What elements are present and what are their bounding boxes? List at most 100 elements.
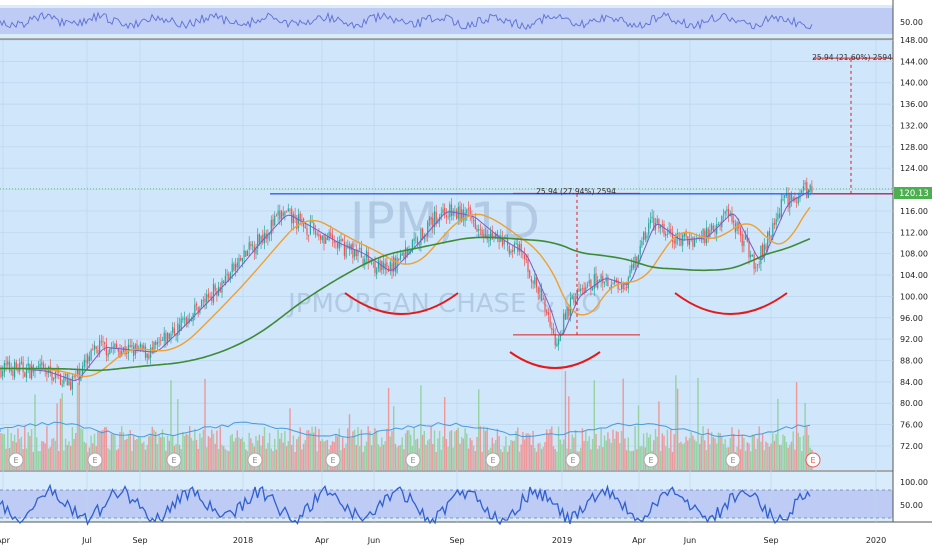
volume-bar [668,448,670,470]
candle-body [717,224,719,226]
volume-bar [223,446,225,470]
candle-body [15,362,17,369]
volume-bar [302,443,305,470]
candle-body [83,359,85,367]
candle-body [452,210,454,216]
volume-bar [151,426,153,470]
candle-body [105,344,107,356]
volume-bar [7,428,9,470]
earnings-marker[interactable] [247,452,263,468]
candle-body [578,288,580,292]
candle-body [622,283,624,290]
candle-body [286,211,288,213]
candle-body [768,230,770,236]
volume-bar [370,445,373,470]
volume-bar [158,434,160,470]
volume-bar [673,434,675,470]
candle-body [92,349,94,351]
volume-bar [625,450,628,470]
volume-bar [41,441,43,470]
candle-body [342,238,344,241]
measure-label-2: 25.94 (21.60%) 2594 [812,53,892,62]
volume-bar [721,435,723,470]
last-price-tag [894,187,932,199]
candle-body [235,264,237,271]
earnings-marker[interactable] [643,452,659,468]
price-tick-label: 108.00 [900,250,928,259]
volume-bar [37,451,40,470]
volume-bar [478,389,480,470]
candle-body [677,232,679,240]
candle-body [14,361,16,378]
volume-bar [556,451,558,470]
volume-bar [71,426,74,470]
volume-bar [240,439,242,470]
earnings-marker[interactable] [485,452,501,468]
candle-body [165,333,167,345]
earnings-marker[interactable] [725,452,741,468]
volume-bar [93,433,96,470]
candle-body [416,238,419,245]
volume-bar [221,444,223,470]
candle-body [802,186,804,191]
candle-body [637,254,640,262]
volume-bar [387,387,390,470]
sma-slow-line [0,236,811,372]
volume-bar [600,428,602,470]
volume-bar [233,441,235,470]
volume-bar [394,443,397,470]
candle-body [284,211,286,216]
volume-bar [105,427,108,470]
volume-bar [479,426,482,470]
volume-bar [685,436,687,470]
earnings-marker[interactable] [805,452,821,468]
candle-body [586,284,589,287]
volume-bar [155,431,157,470]
volume-bar [636,449,638,470]
volume-bar [153,429,155,470]
candle-body [467,207,470,209]
volume-bar [190,437,193,470]
earnings-marker[interactable] [87,452,103,468]
volume-bar [682,444,684,470]
volume-bar [311,426,313,470]
volume-bar [690,432,692,470]
volume-bar [194,428,196,470]
volume-bar [64,438,67,470]
volume-bar [127,434,130,470]
volume-bar [389,436,391,470]
candle-body [99,340,101,355]
candle-body [260,235,262,243]
rsi-band [0,8,893,34]
volume-bar [70,445,72,470]
candle-body [474,219,476,229]
candle-body [745,236,747,240]
candle-body [25,367,28,378]
earnings-marker[interactable] [8,452,24,468]
volume-bar [498,436,500,470]
volume-bar [620,431,623,470]
volume-bar [738,429,740,470]
earnings-marker-label: E [330,456,335,465]
earnings-marker[interactable] [325,452,341,468]
volume-bar [420,385,422,470]
candle-body [762,244,764,257]
earnings-marker[interactable] [405,452,421,468]
volume-bar [551,426,553,470]
volume-bar [107,448,109,470]
volume-bar [515,431,517,470]
candle-body [39,363,41,368]
earnings-marker[interactable] [565,452,581,468]
candle-body [496,233,498,237]
volume-bar [206,447,208,470]
candle-body [632,263,634,268]
earnings-marker[interactable] [166,452,182,468]
candle-body [444,207,446,216]
candle-body [250,243,252,247]
volume-bar [73,439,75,470]
candle-body [104,342,106,344]
candle-body [524,254,526,260]
volume-bar [126,439,128,470]
candle-body [541,288,543,301]
